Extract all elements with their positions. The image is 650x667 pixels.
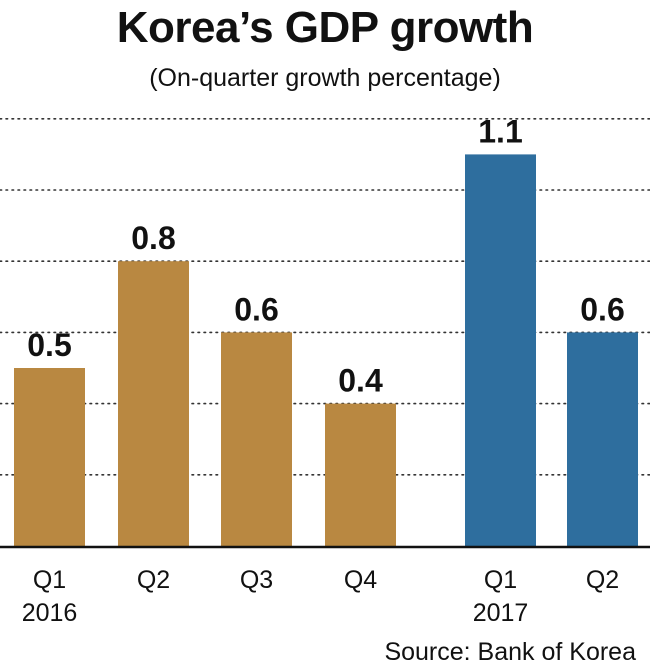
x-tick-label-2: Q2 (137, 566, 170, 594)
x-tick-label-5: Q1 (484, 566, 517, 594)
chart-title: Korea’s GDP growth (116, 3, 534, 52)
x-year-label-5: 2017 (473, 599, 529, 627)
x-tick-label-3: Q3 (240, 566, 273, 594)
value-label-2: 0.8 (131, 220, 175, 256)
value-label-3: 0.6 (234, 291, 278, 327)
bar-6 (567, 332, 638, 546)
value-label-5: 1.1 (478, 113, 522, 149)
x-tick-label-4: Q4 (344, 566, 377, 594)
value-label-4: 0.4 (338, 363, 383, 399)
value-label-1: 0.5 (27, 327, 71, 363)
chart-subtitle: (On-quarter growth percentage) (149, 64, 501, 92)
x-tick-label-6: Q2 (586, 566, 619, 594)
bar-1 (14, 368, 85, 546)
x-tick-label-1: Q1 (33, 566, 66, 594)
source-note: Source: Bank of Korea (384, 638, 636, 666)
bar-2 (118, 261, 189, 546)
bar-5 (465, 154, 536, 546)
x-year-label-1: 2016 (22, 599, 78, 627)
bar-3 (221, 332, 292, 546)
bar-4 (325, 403, 396, 546)
value-label-6: 0.6 (580, 291, 624, 327)
